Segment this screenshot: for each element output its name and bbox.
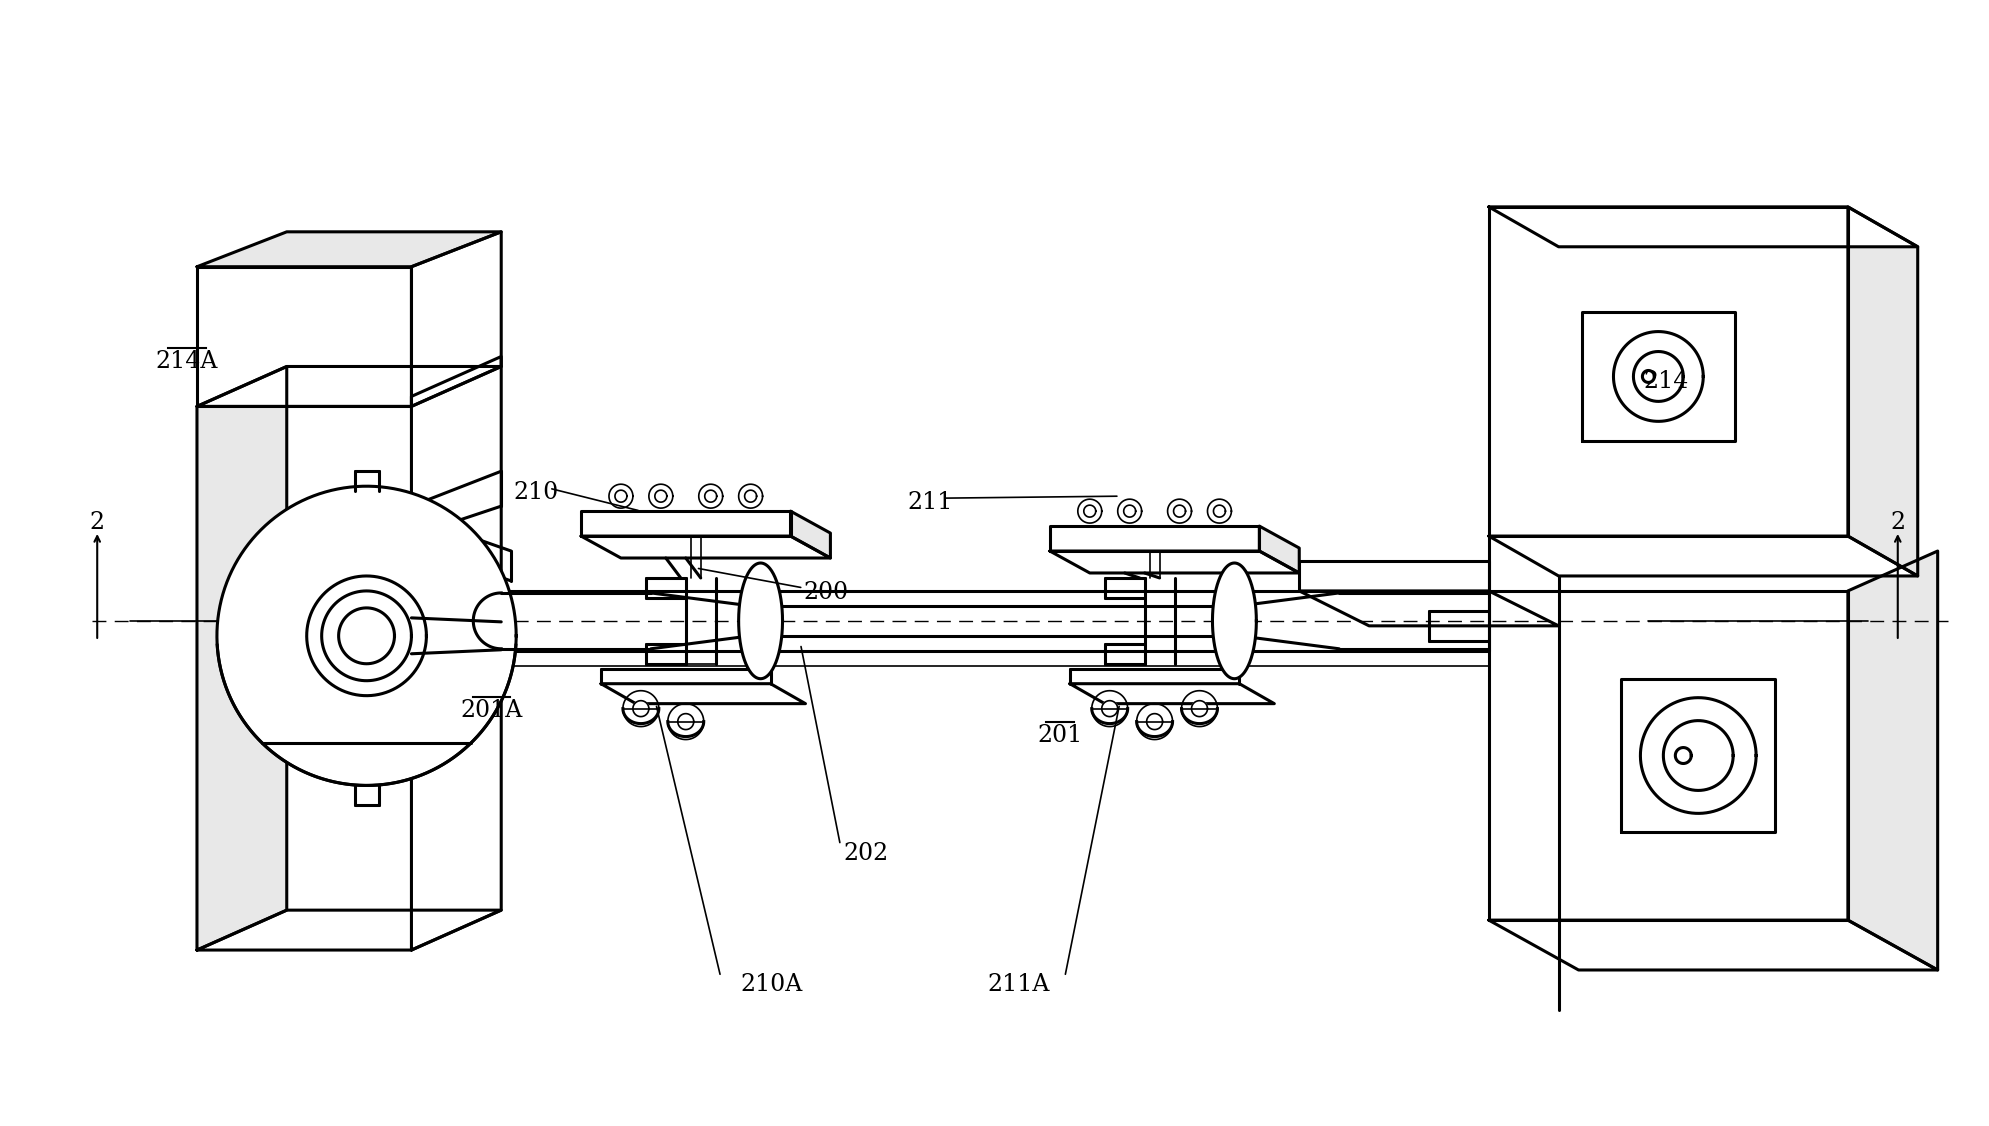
- Polygon shape: [648, 484, 672, 508]
- Polygon shape: [1213, 563, 1257, 679]
- Polygon shape: [704, 490, 716, 502]
- Text: 200: 200: [804, 581, 849, 604]
- Polygon shape: [1146, 714, 1164, 730]
- Polygon shape: [698, 484, 722, 508]
- Polygon shape: [609, 484, 633, 508]
- Text: 211: 211: [907, 491, 953, 515]
- Polygon shape: [1490, 207, 1848, 536]
- Polygon shape: [1168, 499, 1191, 524]
- Polygon shape: [1050, 526, 1259, 551]
- Polygon shape: [197, 232, 501, 267]
- Text: 211A: 211A: [987, 974, 1050, 997]
- Polygon shape: [1490, 207, 1917, 247]
- Polygon shape: [1050, 551, 1299, 573]
- Polygon shape: [1848, 207, 1917, 577]
- Polygon shape: [1848, 551, 1937, 969]
- Polygon shape: [1641, 698, 1756, 813]
- Polygon shape: [1102, 700, 1118, 716]
- Polygon shape: [1084, 506, 1096, 517]
- Polygon shape: [738, 563, 782, 679]
- Polygon shape: [581, 511, 790, 536]
- Polygon shape: [1118, 499, 1142, 524]
- Polygon shape: [678, 714, 694, 730]
- Polygon shape: [738, 484, 762, 508]
- Polygon shape: [1191, 700, 1207, 716]
- Polygon shape: [1070, 683, 1275, 704]
- Polygon shape: [197, 366, 286, 950]
- Polygon shape: [197, 910, 501, 950]
- Polygon shape: [1124, 506, 1136, 517]
- Polygon shape: [1490, 536, 1917, 577]
- Polygon shape: [1078, 499, 1102, 524]
- Polygon shape: [1663, 721, 1732, 790]
- Polygon shape: [1207, 499, 1231, 524]
- Polygon shape: [1136, 722, 1174, 736]
- Polygon shape: [744, 490, 756, 502]
- Polygon shape: [1633, 351, 1683, 401]
- Text: 201A: 201A: [459, 699, 523, 722]
- Polygon shape: [412, 232, 501, 406]
- Polygon shape: [322, 591, 412, 681]
- Polygon shape: [1643, 370, 1655, 383]
- Polygon shape: [306, 577, 426, 696]
- Polygon shape: [654, 490, 666, 502]
- Polygon shape: [1675, 748, 1691, 763]
- Polygon shape: [1299, 591, 1559, 626]
- Polygon shape: [668, 722, 704, 736]
- Text: 210: 210: [513, 481, 559, 504]
- Polygon shape: [623, 708, 658, 724]
- Polygon shape: [1092, 708, 1128, 724]
- Polygon shape: [790, 511, 829, 558]
- Text: 202: 202: [843, 842, 889, 865]
- Polygon shape: [197, 267, 412, 406]
- Polygon shape: [197, 366, 501, 406]
- Polygon shape: [1613, 331, 1703, 421]
- Polygon shape: [1490, 591, 1848, 920]
- Polygon shape: [1259, 526, 1299, 573]
- Polygon shape: [1581, 312, 1734, 441]
- Polygon shape: [615, 490, 627, 502]
- Text: 214: 214: [1643, 370, 1689, 393]
- Text: 210A: 210A: [740, 974, 804, 997]
- Polygon shape: [1181, 708, 1217, 724]
- Text: 2: 2: [1890, 511, 1905, 534]
- Polygon shape: [581, 536, 829, 558]
- Polygon shape: [338, 608, 394, 663]
- Polygon shape: [1490, 920, 1937, 969]
- Polygon shape: [601, 683, 806, 704]
- Polygon shape: [1174, 506, 1185, 517]
- Text: 201: 201: [1036, 724, 1082, 747]
- Polygon shape: [633, 700, 648, 716]
- Polygon shape: [1213, 506, 1225, 517]
- Polygon shape: [412, 357, 501, 950]
- Polygon shape: [1621, 679, 1774, 832]
- Polygon shape: [217, 486, 517, 786]
- Text: 2: 2: [90, 511, 105, 534]
- Text: 214A: 214A: [155, 350, 219, 373]
